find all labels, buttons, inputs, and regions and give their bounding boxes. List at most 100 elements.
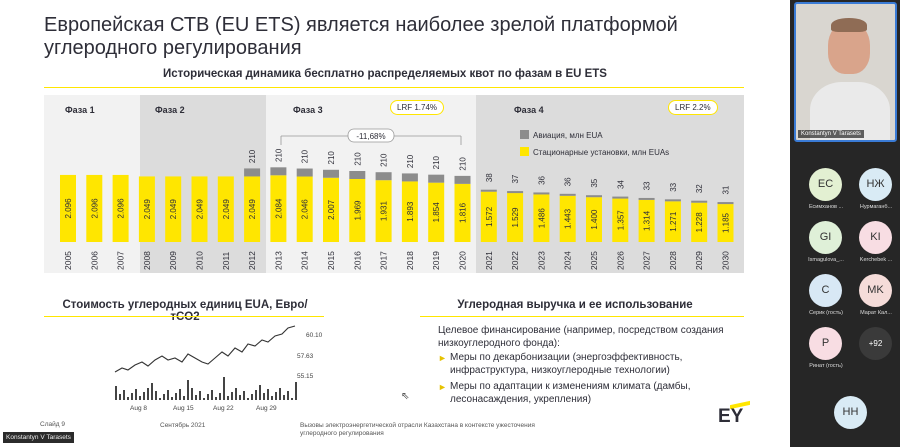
aviation-value-label: 210 — [432, 155, 441, 169]
volume-bar — [267, 389, 269, 400]
price-tick-3: 55.15 — [297, 373, 314, 380]
participant-tile[interactable]: P Ринат (гость) — [802, 327, 850, 379]
year-label: 2029 — [694, 251, 704, 270]
year-label: 2008 — [142, 251, 152, 270]
participant-name: Есимханов ... — [808, 204, 844, 210]
bar-stationary — [138, 176, 155, 242]
bar-value-label: 2.049 — [248, 199, 257, 220]
year-label: 2024 — [563, 251, 573, 270]
participant-tile[interactable]: GI Ismagulova_... — [802, 221, 850, 273]
volume-bar — [191, 388, 193, 400]
volume-bar — [219, 393, 221, 400]
bar-stationary — [165, 176, 182, 242]
bar-value-label: 2.049 — [222, 199, 231, 220]
aviation-value-label: 38 — [485, 173, 494, 182]
volume-bar — [115, 386, 117, 400]
bullet-decarbonization: ► Меры по декарбонизации (энергоэффективн… — [438, 351, 738, 377]
bar-value-label: 2.096 — [117, 198, 126, 219]
bar-stationary — [691, 202, 708, 242]
aviation-value-label: 34 — [616, 180, 625, 189]
bar-value-label: 1.969 — [353, 200, 362, 221]
volume-bar — [127, 397, 129, 400]
change-label: -11,68% — [356, 132, 385, 141]
legend-aviation: Авиация, млн EUA — [520, 130, 603, 140]
bar-value-label: 1.529 — [511, 207, 520, 228]
ey-logo: EY — [718, 406, 744, 427]
bar-aviation — [612, 196, 629, 199]
year-label: 2015 — [326, 251, 336, 270]
year-label: 2027 — [642, 251, 652, 270]
participant-tile[interactable]: HH — [827, 396, 875, 447]
bar-stationary — [638, 199, 655, 242]
volume-bar — [231, 392, 233, 400]
volume-bar — [295, 382, 297, 400]
participant-tile[interactable]: MK Марат Кал... — [852, 274, 900, 326]
volume-bar — [135, 389, 137, 400]
presenter-video[interactable]: Konstantyn V Tarasets — [794, 2, 897, 142]
bullet-2-text: Меры по адаптации к изменениям климата (… — [450, 381, 691, 405]
bar-aviation — [401, 173, 418, 182]
participant-avatar: +92 — [859, 327, 892, 360]
legend-swatch-aviation — [520, 130, 529, 139]
bar-stationary — [507, 193, 524, 242]
bar-aviation — [533, 192, 550, 195]
participant-tile[interactable]: НЖ Нурмаганб... — [852, 168, 900, 220]
participant-avatar: GI — [809, 221, 842, 254]
aviation-value-label: 210 — [353, 152, 362, 166]
bar-stationary — [559, 195, 576, 242]
volume-bar — [155, 391, 157, 400]
year-label: 2018 — [405, 251, 415, 270]
volume-bar — [259, 385, 261, 400]
participant-tile[interactable]: EC Есимханов ... — [802, 168, 850, 220]
chart2-title: Стоимость углеродных единиц EUA, Евро/тC… — [62, 299, 308, 323]
bar-aviation — [507, 191, 524, 194]
bar-value-label: 2.084 — [274, 198, 283, 219]
revenue-title: Углеродная выручка и ее использование — [457, 299, 693, 311]
volume-bar — [123, 390, 125, 400]
volume-bar — [203, 398, 205, 400]
year-label: 2009 — [168, 251, 178, 270]
participant-avatar: MK — [859, 274, 892, 307]
bar-value-label: 1.400 — [590, 209, 599, 230]
bar-value-label: 1.816 — [459, 202, 468, 223]
volume-bar — [227, 396, 229, 400]
price-tick-1: 60.10 — [306, 332, 323, 339]
presenter-hair — [831, 18, 867, 32]
bar-value-label: 1.931 — [380, 201, 389, 222]
year-label: 2020 — [458, 251, 468, 270]
bar-value-label: 2.046 — [301, 199, 310, 220]
bar-stationary — [428, 182, 445, 242]
bar-aviation — [244, 168, 261, 177]
aviation-value-label: 210 — [327, 151, 336, 165]
bar-aviation — [296, 168, 313, 177]
phase4-band — [476, 95, 744, 273]
aviation-value-label: 31 — [722, 185, 731, 194]
aviation-value-label: 33 — [643, 181, 652, 190]
participant-avatar: НЖ — [859, 168, 892, 201]
participant-tile[interactable]: C Серик (гость) — [802, 274, 850, 326]
eua-price-chart: 60.10 57.63 55.15 Aug 8 Aug 15 Aug 22 Au… — [114, 325, 323, 412]
volume-bar — [183, 396, 185, 400]
volume-bar — [187, 380, 189, 400]
participant-name: Kerchebek ... — [859, 257, 893, 263]
volume-bar — [175, 393, 177, 400]
revenue-intro: Целевое финансирование (например, посред… — [438, 325, 724, 349]
participant-tile[interactable]: KI Kerchebek ... — [852, 221, 900, 273]
bar-stationary — [717, 204, 734, 242]
participant-name: Ринат (гость) — [809, 363, 843, 369]
bar-value-label: 1.185 — [722, 212, 731, 233]
volume-bar — [223, 377, 225, 400]
bar-aviation — [717, 202, 734, 205]
volume-bar — [143, 392, 145, 400]
aviation-value-label: 210 — [459, 157, 468, 171]
volume-bar — [279, 388, 281, 400]
bar-stationary — [323, 177, 339, 242]
bar-stationary — [349, 178, 366, 242]
participant-tile[interactable]: +92 — [852, 327, 900, 379]
footer-date: Сентябрь 2021 — [160, 422, 206, 429]
slide-number: Слайд 9 — [40, 421, 65, 428]
volume-bar — [239, 395, 241, 400]
legend-stationary: Стационарные установки, млн EUAs — [520, 147, 669, 157]
volume-bar — [179, 389, 181, 400]
year-label: 2019 — [431, 251, 441, 270]
